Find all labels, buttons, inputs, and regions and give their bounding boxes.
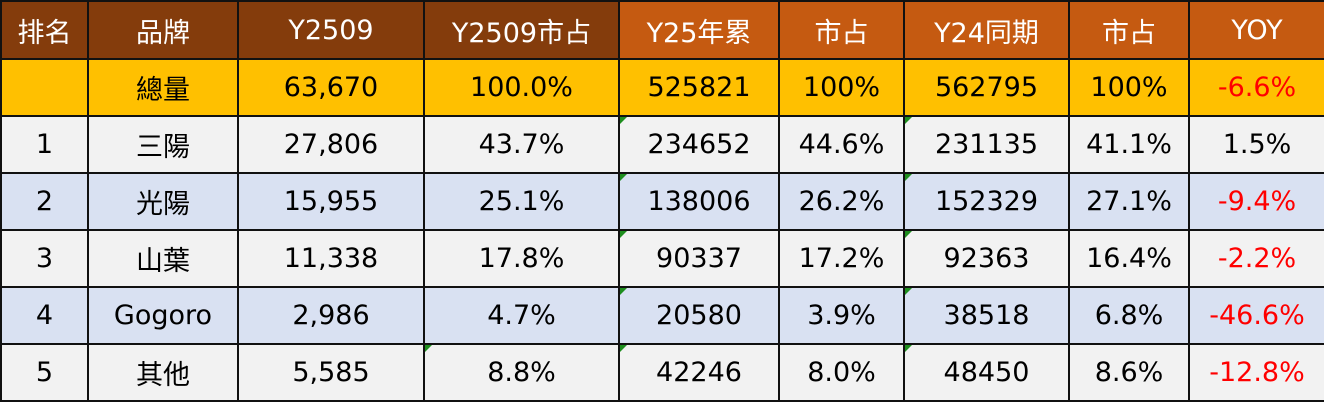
cell-yoy: -12.8% xyxy=(1188,343,1324,402)
cell-y25-share: 44.6% xyxy=(778,115,905,174)
cell-yoy: -6.6% xyxy=(1188,58,1324,117)
table-row: 3 山葉 11,338 17.8% 90337 17.2% 92363 16.4% -2.2% xyxy=(0,229,1324,288)
cell-y2509: 15,955 xyxy=(237,172,425,231)
cell-yoy: -2.2% xyxy=(1188,229,1324,288)
cell-brand: 總量 xyxy=(87,58,239,117)
cell-rank xyxy=(0,58,89,117)
cell-y2509: 11,338 xyxy=(237,229,425,288)
table-row: 5 其他 5,585 8.8% 42246 8.0% 48450 8.6% -12.8% xyxy=(0,343,1324,402)
cell-y2509: 5,585 xyxy=(237,343,425,402)
header-y25-share: 市占 xyxy=(778,0,905,60)
cell-y2509-share: 17.8% xyxy=(423,229,620,288)
cell-rank: 3 xyxy=(0,229,89,288)
cell-y25-ytd: 42246 xyxy=(618,343,780,402)
cell-y2509-share: 4.7% xyxy=(423,286,620,345)
header-y24-share: 市占 xyxy=(1068,0,1190,60)
cell-brand: Gogoro xyxy=(87,286,239,345)
total-row: 總量 63,670 100.0% 525821 100% 562795 100%… xyxy=(0,58,1324,117)
cell-y24-ytd: 92363 xyxy=(903,229,1070,288)
cell-rank: 1 xyxy=(0,115,89,174)
cell-yoy: 1.5% xyxy=(1188,115,1324,174)
cell-y24-ytd: 231135 xyxy=(903,115,1070,174)
cell-y25-ytd: 20580 xyxy=(618,286,780,345)
cell-y2509-share: 100.0% xyxy=(423,58,620,117)
cell-brand: 其他 xyxy=(87,343,239,402)
cell-y24-share: 41.1% xyxy=(1068,115,1190,174)
table-row: 1 三陽 27,806 43.7% 234652 44.6% 231135 41.1% 1.5% xyxy=(0,115,1324,174)
cell-brand: 山葉 xyxy=(87,229,239,288)
cell-rank: 2 xyxy=(0,172,89,231)
cell-y25-ytd: 525821 xyxy=(618,58,780,117)
cell-y2509-share: 25.1% xyxy=(423,172,620,231)
cell-y25-ytd: 90337 xyxy=(618,229,780,288)
cell-y24-share: 8.6% xyxy=(1068,343,1190,402)
header-yoy: YOY xyxy=(1188,0,1324,60)
cell-y25-ytd: 138006 xyxy=(618,172,780,231)
cell-y2509-share: 43.7% xyxy=(423,115,620,174)
header-y2509: Y2509 xyxy=(237,0,425,60)
cell-brand: 三陽 xyxy=(87,115,239,174)
table-row: 4 Gogoro 2,986 4.7% 20580 3.9% 38518 6.8% -46.6% xyxy=(0,286,1324,345)
cell-y24-ytd: 152329 xyxy=(903,172,1070,231)
header-y2509-share: Y2509市占 xyxy=(423,0,620,60)
cell-y24-ytd: 48450 xyxy=(903,343,1070,402)
cell-yoy: -9.4% xyxy=(1188,172,1324,231)
cell-y25-share: 17.2% xyxy=(778,229,905,288)
cell-y2509: 63,670 xyxy=(237,58,425,117)
cell-y25-share: 100% xyxy=(778,58,905,117)
cell-y25-share: 8.0% xyxy=(778,343,905,402)
header-y25-ytd: Y25年累 xyxy=(618,0,780,60)
header-y24-ytd: Y24同期 xyxy=(903,0,1070,60)
cell-rank: 4 xyxy=(0,286,89,345)
header-row: 排名 品牌 Y2509 Y2509市占 Y25年累 市占 Y24同期 市占 YO… xyxy=(0,0,1324,60)
header-rank: 排名 xyxy=(0,0,89,60)
cell-y2509: 2,986 xyxy=(237,286,425,345)
cell-y25-share: 3.9% xyxy=(778,286,905,345)
table-row: 2 光陽 15,955 25.1% 138006 26.2% 152329 27.1% -9.4… xyxy=(0,172,1324,231)
header-brand: 品牌 xyxy=(87,0,239,60)
cell-y24-share: 16.4% xyxy=(1068,229,1190,288)
cell-y24-ytd: 562795 xyxy=(903,58,1070,117)
cell-y24-share: 100% xyxy=(1068,58,1190,117)
cell-y2509: 27,806 xyxy=(237,115,425,174)
cell-y2509-share: 8.8% xyxy=(423,343,620,402)
cell-y24-ytd: 38518 xyxy=(903,286,1070,345)
cell-y25-share: 26.2% xyxy=(778,172,905,231)
cell-yoy: -46.6% xyxy=(1188,286,1324,345)
cell-rank: 5 xyxy=(0,343,89,402)
cell-y24-share: 27.1% xyxy=(1068,172,1190,231)
cell-y24-share: 6.8% xyxy=(1068,286,1190,345)
cell-y25-ytd: 234652 xyxy=(618,115,780,174)
cell-brand: 光陽 xyxy=(87,172,239,231)
